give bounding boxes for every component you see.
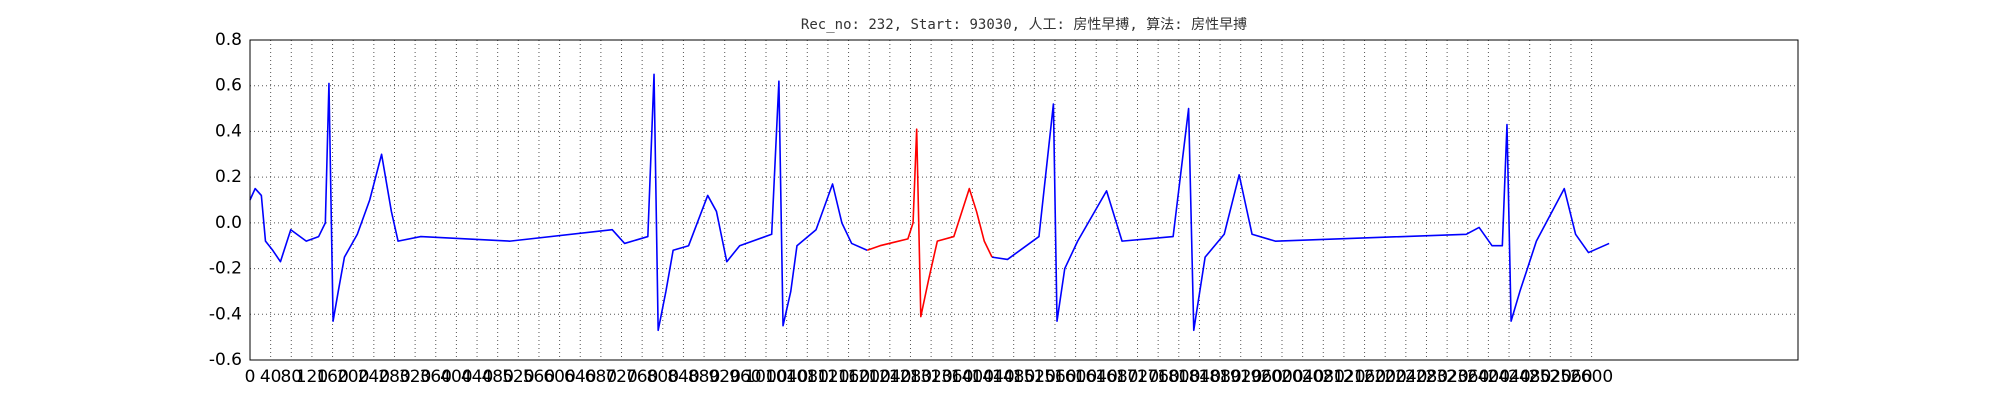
y-tick-label: 0.2 — [215, 167, 242, 187]
x-tick-label: 1080 — [786, 367, 829, 387]
x-tick-label: 920 — [708, 367, 740, 387]
x-tick-label: 2200 — [1364, 367, 1407, 387]
x-tick-label: 2480 — [1508, 367, 1551, 387]
x-tick-label: 320 — [399, 367, 431, 387]
x-tick-label: 840 — [667, 367, 699, 387]
x-tick-label: 720 — [605, 367, 637, 387]
x-tick-label: 960 — [729, 367, 761, 387]
y-tick-label: 0.6 — [215, 76, 242, 96]
x-tick-label: 560 — [523, 367, 555, 387]
x-tick-label: 2520 — [1529, 367, 1572, 387]
y-tick-label: 0.4 — [215, 121, 242, 141]
x-tick-label: 2440 — [1487, 367, 1530, 387]
x-tick-label: 2000 — [1260, 367, 1303, 387]
x-tick-label: 2240 — [1384, 367, 1427, 387]
x-tick-label: 1120 — [806, 367, 849, 387]
x-tick-label: 2160 — [1343, 367, 1386, 387]
x-tick-label: 400 — [440, 367, 472, 387]
x-tick-label: 120 — [296, 367, 328, 387]
y-tick-label: -0.2 — [209, 259, 242, 279]
x-tick-label: 1200 — [848, 367, 891, 387]
x-tick-label: 880 — [688, 367, 720, 387]
y-tick-label: 0.0 — [215, 213, 242, 233]
x-tick-label: 1680 — [1095, 367, 1138, 387]
x-tick-label: 40 — [260, 367, 282, 387]
x-tick-label: 1480 — [992, 367, 1035, 387]
ecg-line — [249, 73, 1610, 332]
x-tick-label: 1320 — [909, 367, 952, 387]
x-tick-label: 1040 — [765, 367, 808, 387]
x-tick-label: 600 — [543, 367, 575, 387]
x-tick-label: 1440 — [971, 367, 1014, 387]
x-tick-label: 1520 — [1013, 367, 1056, 387]
x-tick-label: 2080 — [1302, 367, 1345, 387]
x-tick-label: 1960 — [1240, 367, 1283, 387]
x-tick-label: 440 — [461, 367, 493, 387]
ecg-line — [866, 128, 993, 318]
x-tick-label: 640 — [564, 367, 596, 387]
x-tick-label: 2120 — [1322, 367, 1365, 387]
x-tick-label: 160 — [316, 367, 348, 387]
x-tick-label: 2280 — [1405, 367, 1448, 387]
plot-frame — [249, 39, 1799, 361]
x-tick-label: 480 — [481, 367, 513, 387]
x-tick-label: 1600 — [1054, 367, 1097, 387]
x-tick-label: 2560 — [1549, 367, 1592, 387]
x-tick-label: 2320 — [1425, 367, 1468, 387]
x-tick-label: 1840 — [1178, 367, 1221, 387]
x-tick-label: 1000 — [744, 367, 787, 387]
x-tick-label: 280 — [378, 367, 410, 387]
chart-title: Rec_no: 232, Start: 93030, 人工: 房性早搏, 算法:… — [801, 16, 1247, 33]
x-tick-label: 680 — [585, 367, 617, 387]
y-tick-label: 0.8 — [215, 30, 242, 50]
y-tick-label: -0.6 — [209, 350, 242, 370]
x-tick-label: 2600 — [1570, 367, 1613, 387]
x-tick-label: 240 — [358, 367, 390, 387]
x-tick-label: 1800 — [1157, 367, 1200, 387]
x-tick-label: 1360 — [930, 367, 973, 387]
x-tick-label: 800 — [647, 367, 679, 387]
x-tick-label: 1280 — [889, 367, 932, 387]
x-tick-label: 360 — [420, 367, 452, 387]
x-tick-label: 1240 — [868, 367, 911, 387]
x-tick-label: 1880 — [1198, 367, 1241, 387]
x-tick-label: 80 — [280, 367, 302, 387]
x-tick-label: 1160 — [827, 367, 870, 387]
x-tick-label: 1560 — [1033, 367, 1076, 387]
x-tick-label: 520 — [502, 367, 534, 387]
x-tick-label: 2400 — [1467, 367, 1510, 387]
x-tick-label: 200 — [337, 367, 369, 387]
x-tick-label: 2360 — [1446, 367, 1489, 387]
y-tick-label: -0.4 — [209, 304, 242, 324]
x-tick-label: 2040 — [1281, 367, 1324, 387]
x-tick-label: 760 — [626, 367, 658, 387]
x-tick-label: 1920 — [1219, 367, 1262, 387]
x-tick-label: 0 — [245, 367, 256, 387]
x-tick-label: 1760 — [1137, 367, 1180, 387]
x-tick-label: 1720 — [1116, 367, 1159, 387]
x-tick-label: 1640 — [1075, 367, 1118, 387]
x-tick-label: 1400 — [951, 367, 994, 387]
